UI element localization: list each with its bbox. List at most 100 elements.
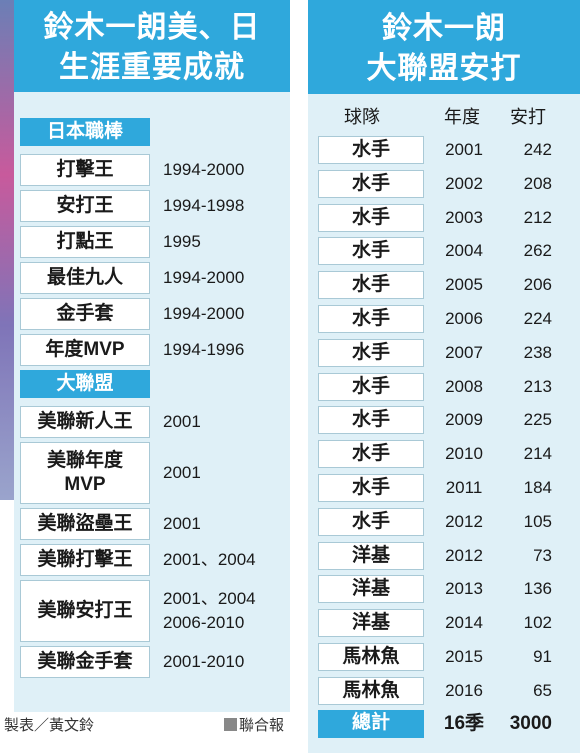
- award-years: 1994-1998: [163, 196, 245, 215]
- hits-cell: 73: [533, 545, 552, 565]
- year-cell: 2001: [445, 140, 483, 159]
- hits-cell: 65: [533, 680, 552, 700]
- header-year: 年度: [444, 107, 480, 127]
- award-years: 2001-2010: [163, 652, 245, 671]
- team-cell: 水手: [318, 406, 424, 435]
- award-label-line1: 美聯年度: [46, 450, 123, 471]
- achievement-row: 美聯安打王 2001、2004 2006-2010: [20, 580, 284, 642]
- team-cell: 水手: [318, 305, 424, 333]
- table-row: 水手 2010 214: [308, 440, 580, 470]
- award-label: 美聯打擊王: [20, 544, 150, 576]
- hits-cell: 206: [523, 275, 552, 295]
- year-cell: 2012: [445, 545, 483, 565]
- table-header: 球隊 年度 安打: [308, 102, 580, 132]
- team-cell: 水手: [318, 474, 424, 502]
- achievements-title-line1: 鈴木一朗美、日: [43, 11, 261, 44]
- award-years: 2001: [163, 514, 201, 533]
- hits-cell: 105: [523, 511, 552, 531]
- achievements-title: 鈴木一朗美、日 生涯重要成就: [14, 0, 290, 92]
- table-row: 馬林魚 2015 91: [308, 643, 580, 673]
- hits-title: 鈴木一朗 大聯盟安打: [308, 0, 580, 94]
- achievement-row: 安打王 1994-1998: [20, 190, 284, 222]
- award-years: 2001、2004 2006-2010: [157, 580, 284, 642]
- table-row: 水手 2008 213: [308, 372, 580, 403]
- table-row: 水手 2001 242: [308, 136, 580, 166]
- hits-title-line2: 大聯盟安打: [366, 52, 522, 85]
- chart-maker-credit: 製表／黃文鈴: [4, 717, 95, 734]
- year-cell: 2002: [445, 173, 483, 193]
- hits-cell: 238: [523, 342, 552, 362]
- achievement-row: 美聯打擊王 2001、2004: [20, 544, 284, 576]
- header-team: 球隊: [344, 107, 380, 127]
- decorative-photo-strip: [0, 0, 14, 500]
- year-cell: 2011: [445, 478, 483, 497]
- achievement-row: 打擊王 1994-2000: [20, 154, 284, 186]
- hits-panel: 鈴木一朗 大聯盟安打 球隊 年度 安打 水手 2001 242 水手 2002 208 水手…: [308, 0, 580, 753]
- team-cell: 水手: [318, 271, 424, 300]
- award-years: 2001: [163, 412, 201, 431]
- team-cell: 水手: [318, 372, 424, 401]
- team-cell: 馬林魚: [318, 676, 424, 705]
- hits-cell: 225: [523, 410, 552, 430]
- hits-cell: 214: [523, 444, 552, 464]
- award-label: 美聯新人王: [20, 406, 150, 438]
- award-years-line2: 2006-2010: [163, 613, 245, 632]
- table-row: 馬林魚 2016 65: [308, 676, 580, 707]
- team-cell: 水手: [318, 237, 424, 266]
- award-label: 最佳九人: [20, 262, 150, 294]
- award-years: 2001: [163, 463, 201, 482]
- award-years: 1994-1996: [163, 340, 245, 359]
- total-seasons: 16季: [443, 713, 485, 734]
- achievement-row: 打點王 1995: [20, 226, 284, 258]
- table-row: 洋基 2014 102: [308, 609, 580, 639]
- achievement-row: 美聯盜壘王 2001: [20, 508, 284, 540]
- table-row: 水手 2004 262: [308, 237, 580, 267]
- year-cell: 2010: [445, 444, 483, 464]
- year-cell: 2006: [445, 309, 483, 328]
- award-label: 打點王: [20, 226, 150, 258]
- table-row: 洋基 2012 73: [308, 541, 580, 572]
- achievement-row: 金手套 1994-2000: [20, 298, 284, 330]
- total-label: 總計: [318, 710, 424, 738]
- table-row: 水手 2007 238: [308, 338, 580, 369]
- award-years: 1994-2000: [163, 304, 245, 323]
- hits-cell: 262: [523, 241, 552, 261]
- square-icon: [224, 718, 237, 731]
- year-cell: 2014: [445, 613, 483, 633]
- achievement-row: 最佳九人 1994-2000: [20, 262, 284, 294]
- achievements-panel: 鈴木一朗美、日 生涯重要成就 日本職棒 打擊王 1994-2000 安打王 19…: [14, 0, 290, 712]
- award-years: 1995: [163, 232, 201, 251]
- year-cell: 2009: [445, 410, 483, 430]
- award-years: 1994-2000: [163, 268, 245, 287]
- award-label: 金手套: [20, 298, 150, 330]
- source-label: 聯合報: [239, 717, 285, 734]
- team-cell: 水手: [318, 507, 424, 536]
- hits-cell: 224: [523, 309, 552, 328]
- team-cell: 水手: [318, 203, 424, 232]
- team-cell: 洋基: [318, 541, 424, 570]
- year-cell: 2004: [445, 241, 483, 261]
- award-years-line1: 2001、2004: [163, 589, 256, 608]
- hits-title-line1: 鈴木一朗: [382, 12, 506, 45]
- year-cell: 2005: [445, 275, 483, 295]
- japan-section-header: 日本職棒: [20, 118, 150, 146]
- achievement-row: 美聯新人王 2001: [20, 406, 284, 438]
- table-row: 水手 2005 206: [308, 271, 580, 301]
- hits-cell: 242: [523, 140, 552, 159]
- award-label: 美聯年度 MVP: [20, 442, 150, 504]
- team-cell: 洋基: [318, 575, 424, 604]
- hits-cell: 208: [523, 173, 552, 193]
- award-label: 安打王: [20, 190, 150, 222]
- hits-cell: 102: [523, 613, 552, 633]
- header-hits: 安打: [510, 107, 546, 127]
- table-row: 水手 2009 225: [308, 406, 580, 436]
- team-cell: 洋基: [318, 609, 424, 638]
- team-cell: 馬林魚: [318, 643, 424, 671]
- team-cell: 水手: [318, 169, 424, 198]
- achievement-row: 美聯金手套 2001-2010: [20, 646, 284, 678]
- award-label: 美聯安打王: [20, 580, 150, 642]
- achievement-row: 年度MVP 1994-1996: [20, 334, 284, 366]
- hits-cell: 136: [523, 579, 552, 599]
- source-credit: 聯合報: [224, 714, 284, 735]
- achievement-row: 美聯年度 MVP 2001: [20, 442, 284, 504]
